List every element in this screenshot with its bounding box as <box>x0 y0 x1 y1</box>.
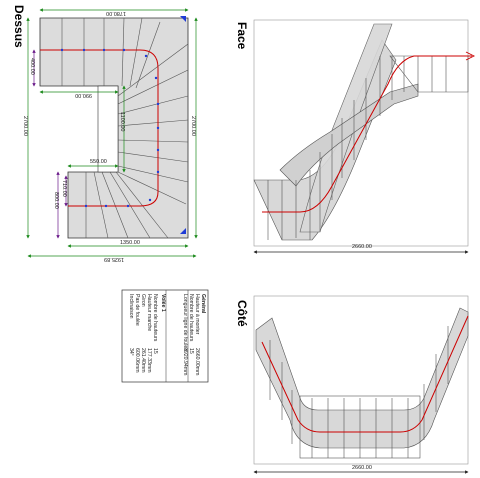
table-flight-row-5-value: 34° <box>128 348 134 356</box>
top-upper-treads <box>61 17 189 97</box>
table-flight-row-2-label: Hauteur marche <box>146 294 152 331</box>
table-flight-row-2-value: 177.33mm <box>146 348 152 373</box>
top-right-treads <box>109 69 189 239</box>
face-walk-line <box>262 55 472 213</box>
top-walk-markers <box>60 48 160 208</box>
face-risers <box>267 56 447 240</box>
parameters-table: Général Hauteur à monter Nombre de haute… <box>121 289 209 383</box>
table-general-row-3-value: 3920.94mm <box>182 348 188 375</box>
table-flight-row-4-value: 600.06mm <box>134 348 140 373</box>
table-general-row-2-label: Nombre de hauteurs <box>188 294 194 342</box>
table-general-row-3-label: Longueur ligne de foulée <box>182 294 188 351</box>
table-flight-row-1-value: 15 <box>152 348 158 354</box>
side-view: Côté 2660.00 <box>235 295 469 474</box>
dim-top-upper-flight: 400.00 <box>29 58 35 75</box>
dim-top-depth-right: 2700.00 <box>190 116 196 136</box>
top-dimensions-purple <box>32 49 68 239</box>
top-stair-outline <box>39 17 189 239</box>
table-frame <box>121 289 209 383</box>
dim-top-lower-flight: 800.00 <box>53 192 59 209</box>
table-flight-row-4-label: Pas de foulée <box>134 294 140 326</box>
table-flight-row-3-value: 261.40mm <box>140 348 146 373</box>
table-general-row-2-value: 15 <box>188 348 194 354</box>
dim-face-width: 2660.00 <box>352 244 372 250</box>
table-flight-row-1-label: Nombre de hauteurs <box>152 294 158 342</box>
face-stringer-3 <box>279 83 419 187</box>
top-view: Dessus <box>12 5 198 262</box>
dim-top-landing-width: 550.00 <box>90 159 107 165</box>
table-flight-row-5-label: Inclinaison <box>128 294 134 319</box>
table-flight-row-3-label: Giron <box>140 294 146 307</box>
side-stringer <box>255 307 469 449</box>
top-corner-markers <box>180 16 186 234</box>
top-stair-well <box>97 85 119 173</box>
side-view-label: Côté <box>235 300 249 327</box>
table-general-header: Général <box>200 294 206 314</box>
table-general-row-1-value: 2660.00mm <box>194 348 200 375</box>
dim-top-bottom-outer: 1925.89 <box>104 256 124 262</box>
face-view-label: Face <box>235 22 249 50</box>
top-view-label: Dessus <box>12 5 26 48</box>
face-top-landing <box>389 55 469 93</box>
side-frame <box>253 295 469 465</box>
dim-side-width: 2660.00 <box>352 465 372 471</box>
dim-top-width: 1780.00 <box>106 10 126 16</box>
face-frame <box>253 19 469 247</box>
dim-top-depth-left: 2700.00 <box>22 116 28 136</box>
top-walk-line <box>40 49 159 207</box>
face-view: Face 2660.00 <box>235 19 476 254</box>
table-flight-header: Volée 1 <box>160 294 166 312</box>
side-walk-line <box>261 315 469 433</box>
face-walk-arrow <box>465 51 476 61</box>
dim-top-inner-width: 990.00 <box>75 92 92 98</box>
top-dimensions <box>26 8 198 258</box>
table-general-row-1-label: Hauteur à monter <box>194 294 200 335</box>
dim-top-lower-flight-b: 710.00 <box>61 180 67 197</box>
dim-top-bottom-width: 1350.00 <box>120 240 140 246</box>
side-risers <box>269 326 449 458</box>
dim-top-inner-height: 1100.00 <box>119 112 125 131</box>
